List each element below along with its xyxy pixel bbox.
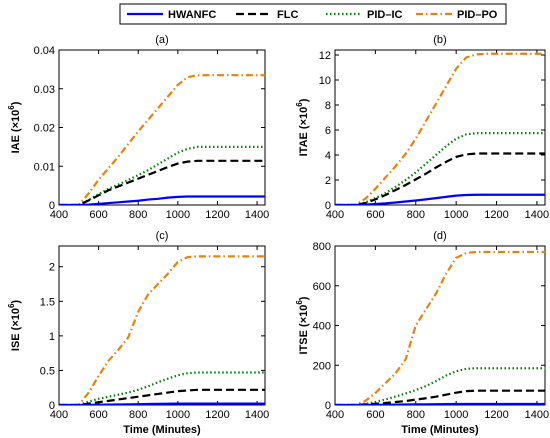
series-line-pid-ic [59, 371, 265, 405]
y-axis-label-exponent: 6 [295, 102, 304, 107]
chart-panel-c: 400 600 800 1000 1200 1400 0 0.5 1 1.5 2 (c) ISE (×1… [7, 230, 269, 436]
plot-area [58, 245, 266, 406]
y-axis-label-base: ITSE (×10 [298, 305, 310, 355]
plot-area [58, 49, 266, 206]
y-tick-label: 4 [325, 150, 331, 162]
y-axis-label-base: IAE (×10 [10, 110, 22, 154]
x-tick-label: 400 [50, 209, 68, 221]
y-axis-label-base: ITAE (×10 [298, 107, 310, 157]
x-tick-label: 1000 [166, 209, 190, 221]
y-tick-label: 0 [325, 400, 331, 412]
y-axis-label-close: ) [10, 300, 22, 304]
panel-label: (c) [156, 230, 169, 242]
y-tick-label: 2 [49, 262, 55, 274]
series-line-flc [335, 152, 545, 205]
legend-box [119, 3, 507, 25]
y-tick-label: 0.03 [34, 84, 55, 96]
y-tick-label: 6 [325, 125, 331, 137]
y-axis-label: ISE (×106) [7, 300, 22, 352]
series-line-pid-po [59, 74, 265, 205]
series-line-hwanfc [59, 402, 265, 405]
x-tick-label: 1200 [205, 209, 229, 221]
series-line-flc [59, 159, 265, 205]
y-tick-label: 0 [325, 200, 331, 212]
x-tick-label: 1200 [484, 209, 508, 221]
plot-area [334, 245, 546, 406]
x-tick-label: 1400 [245, 409, 269, 421]
legend-label-flc: FLC [277, 9, 298, 21]
x-tick-label: 1400 [525, 209, 549, 221]
legend-label-pid-po: PID–PO [457, 9, 498, 21]
x-tick-label: 800 [129, 209, 147, 221]
x-tick-label: 400 [326, 209, 344, 221]
series-line-hwanfc [335, 193, 545, 205]
y-axis-label-exponent: 6 [7, 105, 16, 110]
y-axis-label-close: ) [298, 296, 310, 300]
panel-label: (b) [433, 34, 446, 46]
y-tick-label: 0.01 [34, 161, 55, 173]
x-tick-label: 1000 [166, 409, 190, 421]
legend-label-pid-ic: PID–IC [367, 9, 403, 21]
x-tick-label: 600 [89, 209, 107, 221]
series-line-hwanfc [335, 402, 545, 405]
plot-area [334, 49, 546, 206]
legend-label-hwanfc: HWANFC [168, 9, 216, 21]
x-tick-label: 1400 [245, 209, 269, 221]
series-line-pid-po [335, 250, 545, 405]
chart-panel-b: 400 600 800 1000 1200 1400 0 2 4 6 8 10 12 (b) ITAE (×… [295, 34, 549, 221]
y-tick-label: 10 [319, 75, 331, 87]
x-tick-label: 800 [407, 409, 425, 421]
y-tick-label: 8 [325, 100, 331, 112]
x-tick-label: 800 [407, 209, 425, 221]
y-tick-label: 0.02 [34, 123, 55, 135]
y-tick-label: 0 [49, 200, 55, 212]
y-axis-label: ITAE (×106) [295, 98, 310, 156]
y-tick-label: 1 [49, 331, 55, 343]
y-tick-label: 800 [313, 241, 331, 253]
x-tick-label: 1200 [484, 409, 508, 421]
y-axis-label: IAE (×106) [7, 101, 22, 153]
x-tick-label: 600 [366, 409, 384, 421]
chart-panels: 400 600 800 1000 1200 140000.010.020.030.04(a… [7, 34, 549, 436]
y-axis-label-close: ) [298, 98, 310, 102]
x-tick-label: 600 [366, 209, 384, 221]
y-tick-label: 2 [325, 175, 331, 187]
y-tick-label: 0 [49, 400, 55, 412]
y-tick-label: 200 [313, 360, 331, 372]
series-line-hwanfc [59, 195, 265, 205]
y-axis-label-exponent: 6 [295, 300, 304, 305]
y-axis-label-base: ISE (×10 [10, 308, 22, 351]
x-tick-label: 600 [89, 409, 107, 421]
x-tick-label: 400 [326, 409, 344, 421]
y-tick-label: 12 [319, 50, 331, 62]
y-tick-label: 600 [313, 281, 331, 293]
series-line-pid-po [59, 255, 265, 405]
x-axis-label: Time (Minutes) [123, 424, 201, 436]
x-axis-label: Time (Minutes) [401, 424, 479, 436]
panel-label: (d) [433, 230, 446, 242]
chart-panel-d: 400 600 800 1000 1200 1400 0 200 400 600 800 (d) ITS… [295, 230, 549, 436]
x-tick-label: 400 [50, 409, 68, 421]
x-tick-label: 1200 [205, 409, 229, 421]
y-tick-label: 400 [313, 321, 331, 333]
legend: HWANFC FLC PID–IC PID–PO [119, 3, 507, 25]
x-tick-label: 800 [129, 409, 147, 421]
y-axis-label: ITSE (×106) [295, 296, 310, 354]
panel-label: (a) [155, 34, 168, 46]
y-axis-label-close: ) [10, 101, 22, 105]
x-tick-label: 1000 [444, 409, 468, 421]
y-tick-label: 0.5 [40, 365, 55, 377]
x-tick-label: 1000 [444, 209, 468, 221]
chart-panel-a: 400 600 800 1000 1200 1400 0 0.01 0.02 0.03 0.04 (a… [7, 34, 269, 221]
y-axis-label-exponent: 6 [7, 303, 16, 308]
y-tick-label: 0.04 [34, 45, 55, 57]
x-tick-label: 1400 [525, 409, 549, 421]
y-tick-label: 1.5 [40, 296, 55, 308]
series-line-pid-po [335, 52, 545, 205]
